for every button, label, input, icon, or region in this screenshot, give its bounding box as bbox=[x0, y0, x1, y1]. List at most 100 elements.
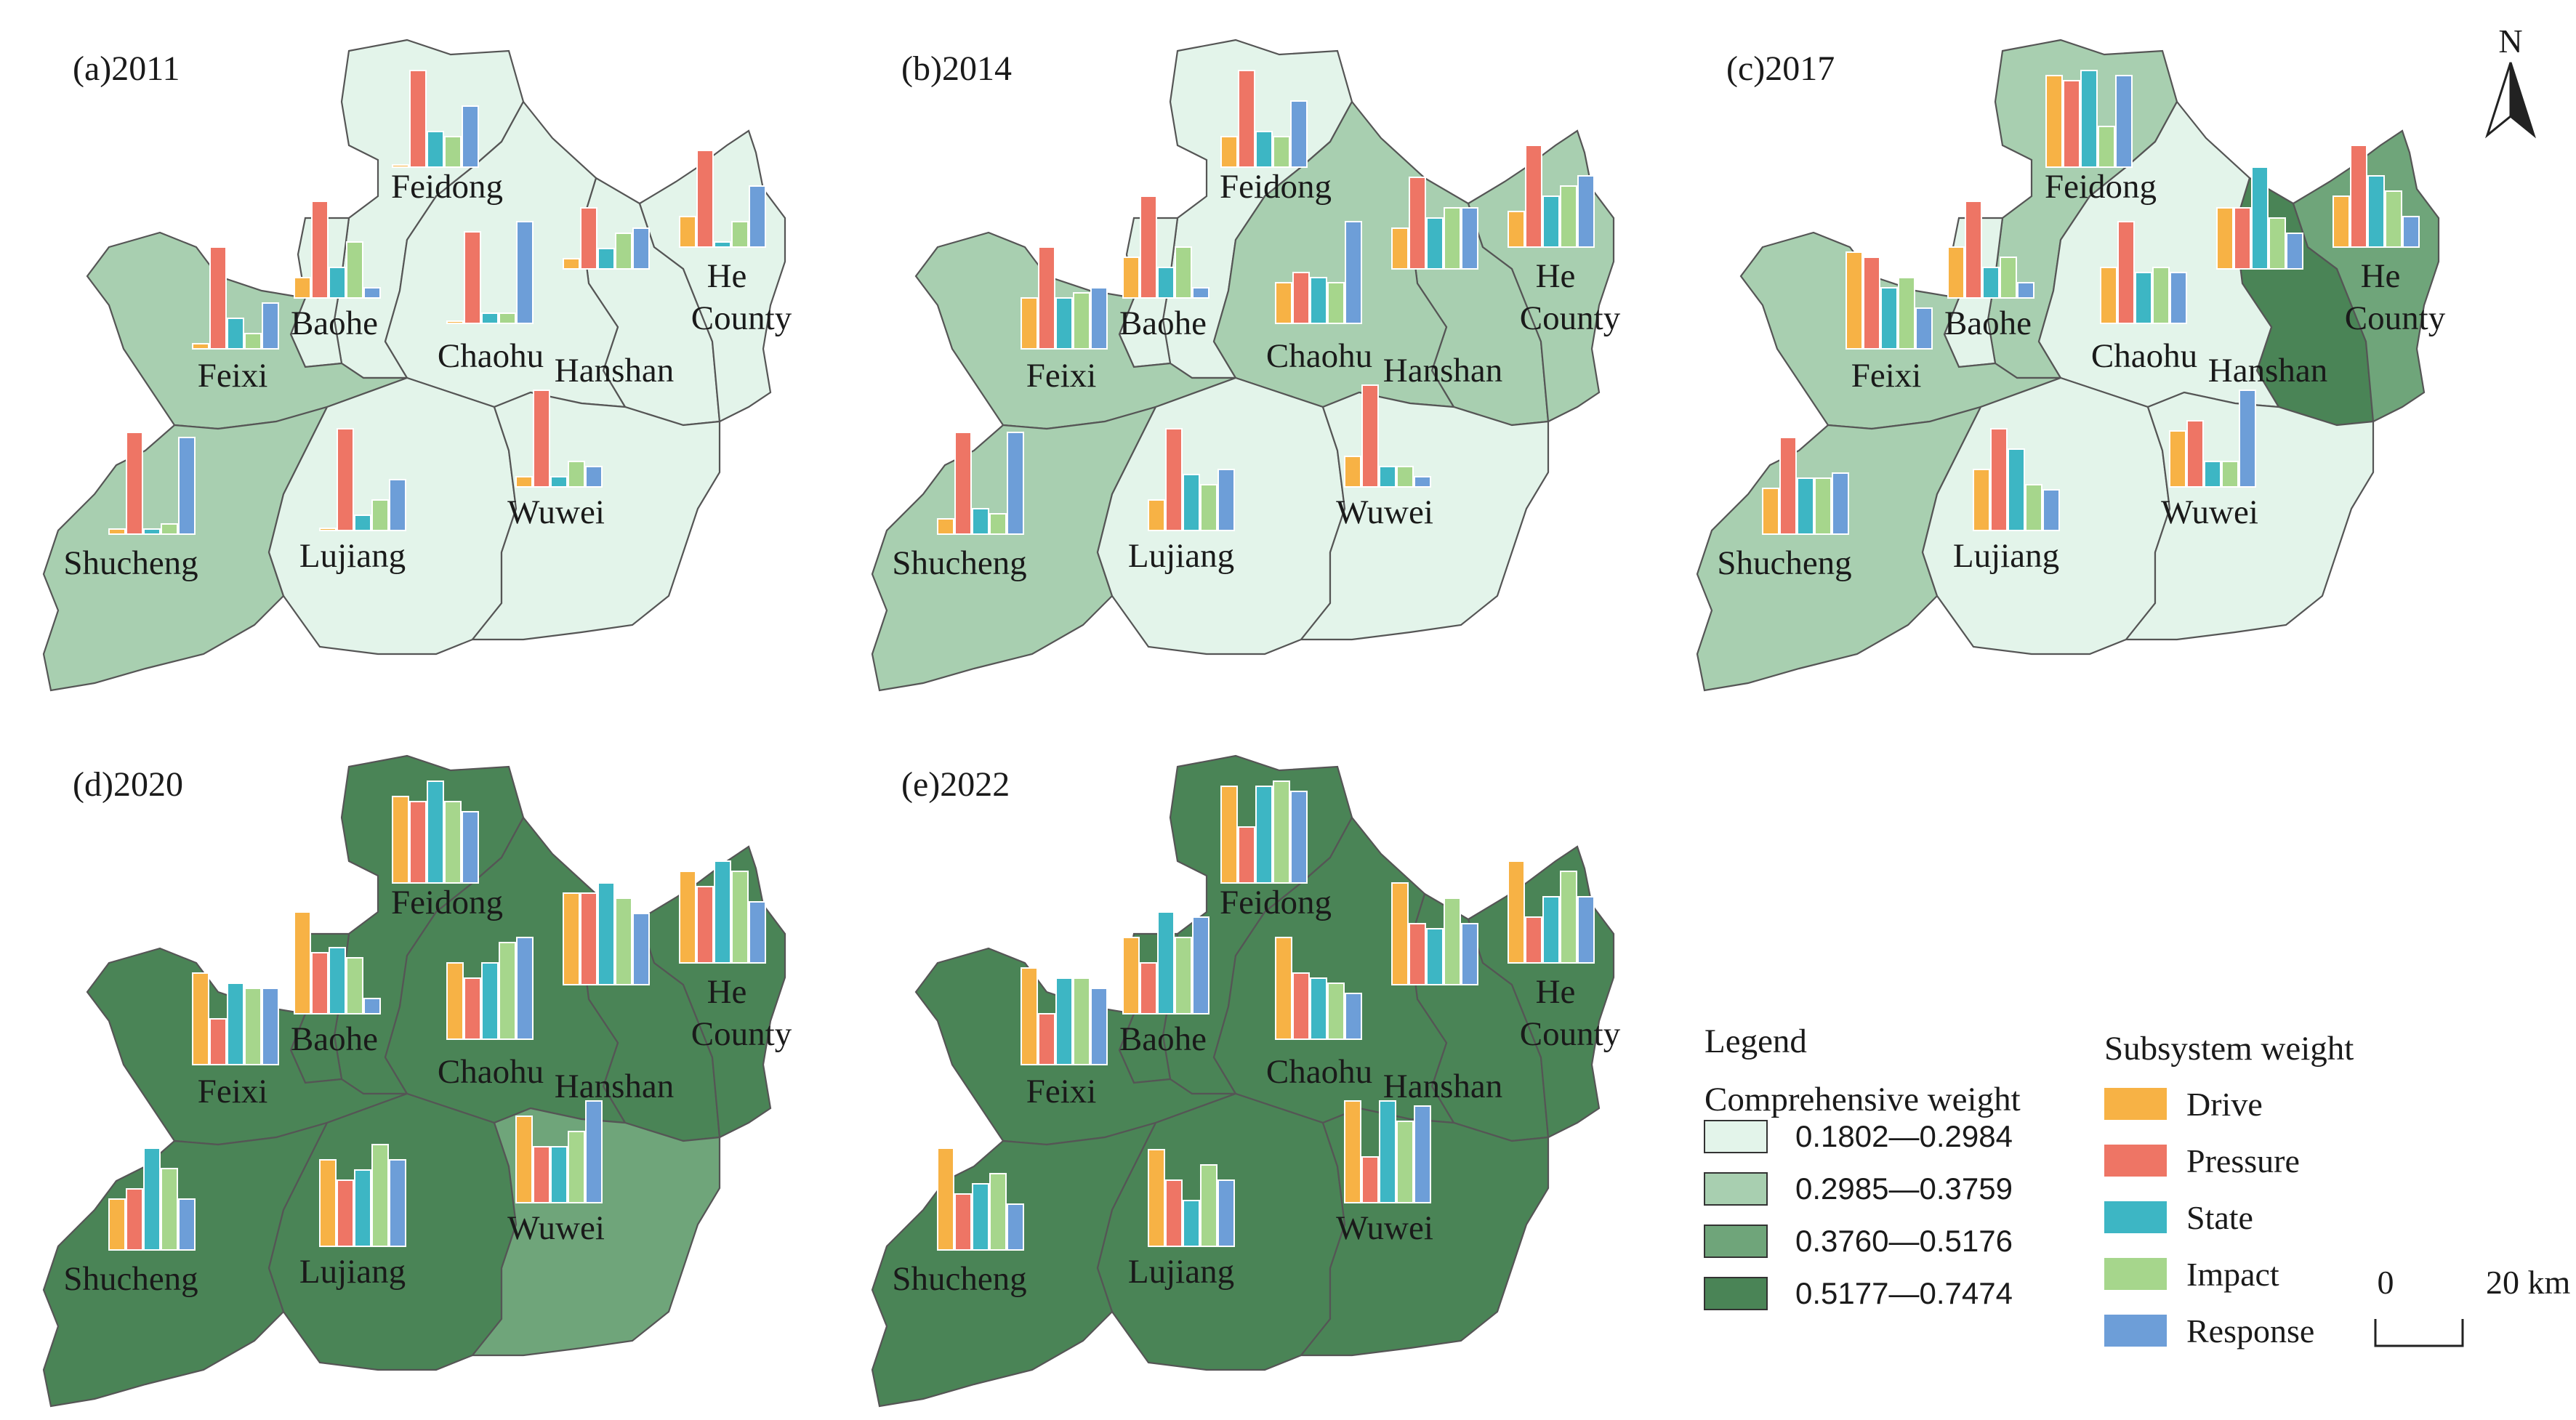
bar-pressure bbox=[1990, 428, 2008, 531]
county-label-wuwei: Wuwei bbox=[1336, 493, 1433, 531]
bar-pressure bbox=[1238, 70, 1255, 168]
bar-response bbox=[585, 466, 603, 488]
bar-pressure bbox=[209, 1018, 227, 1065]
bar-impact bbox=[1073, 292, 1090, 350]
bar-chart-feixi bbox=[1846, 251, 1933, 350]
county-label-shucheng: Shucheng bbox=[892, 1260, 1026, 1298]
bar-pressure bbox=[1292, 272, 1310, 324]
bar-state bbox=[143, 1147, 161, 1251]
bar-response bbox=[462, 811, 479, 884]
bar-state bbox=[1379, 466, 1396, 488]
bar-drive bbox=[1021, 967, 1038, 1065]
county-label-shucheng: Shucheng bbox=[1717, 544, 1851, 582]
bar-response bbox=[1192, 287, 1209, 299]
bar-impact bbox=[568, 461, 585, 488]
bar-drive bbox=[1947, 246, 1965, 299]
bar-drive bbox=[446, 962, 464, 1040]
bar-response bbox=[2042, 489, 2060, 531]
bar-state bbox=[1426, 217, 1444, 270]
bar-chart-hanshan bbox=[2216, 166, 2303, 270]
bar-drive bbox=[192, 972, 209, 1065]
bar-drive bbox=[192, 343, 209, 350]
bar-impact bbox=[161, 523, 178, 535]
bar-drive bbox=[108, 528, 126, 535]
bar-pressure bbox=[1140, 962, 1157, 1014]
bar-pressure bbox=[126, 432, 143, 535]
bar-chart-chaohu bbox=[446, 221, 534, 324]
bar-pressure bbox=[126, 1188, 143, 1251]
county-label-lujiang: Lujiang bbox=[299, 537, 406, 575]
bar-drive bbox=[679, 216, 696, 248]
bar-response bbox=[262, 302, 279, 350]
bar-state bbox=[714, 860, 731, 964]
class-legend-items: 0.1802—0.2984 0.2985—0.3759 0.3760—0.5176 0… bbox=[1704, 1119, 2013, 1310]
bar-chart-hanshan bbox=[563, 882, 650, 985]
bar-chart-feixi bbox=[1021, 246, 1108, 350]
bar-response bbox=[516, 937, 534, 1040]
county-label-hanshan: Hanshan bbox=[1383, 1068, 1502, 1105]
bar-chart-he-county bbox=[2333, 145, 2420, 248]
bar-impact bbox=[1073, 977, 1090, 1065]
bar-response bbox=[1345, 993, 1362, 1040]
bar-impact bbox=[731, 221, 749, 248]
bar-state bbox=[2251, 166, 2269, 270]
county-label-feixi: Feixi bbox=[198, 1073, 268, 1110]
bar-response bbox=[2402, 216, 2420, 248]
bar-state bbox=[1157, 267, 1175, 299]
bar-chart-feidong bbox=[392, 780, 479, 884]
county-label-feidong: Feidong bbox=[2045, 168, 2157, 206]
bar-state bbox=[427, 131, 444, 168]
bar-response bbox=[1090, 287, 1108, 350]
county-label-wuwei: Wuwei bbox=[507, 493, 605, 531]
county-label-feidong: Feidong bbox=[1220, 884, 1332, 921]
bar-impact bbox=[2221, 461, 2239, 488]
bar-impact bbox=[444, 136, 462, 168]
bar-pressure bbox=[2186, 420, 2204, 488]
county-label-baohe: Baohe bbox=[1119, 1020, 1207, 1058]
county-label-lujiang: Lujiang bbox=[1953, 537, 2059, 575]
bar-drive bbox=[294, 911, 311, 1014]
class-label-2: 0.2985—0.3759 bbox=[1795, 1171, 2013, 1206]
county-label-wuwei: Wuwei bbox=[507, 1209, 605, 1247]
county-label-feixi: Feixi bbox=[1026, 1073, 1097, 1110]
class-swatch-1 bbox=[1704, 1120, 1768, 1153]
class-label-1: 0.1802—0.2984 bbox=[1795, 1119, 2013, 1153]
bar-response bbox=[178, 1198, 196, 1251]
bar-drive bbox=[2169, 430, 2186, 488]
bar-drive bbox=[446, 320, 464, 324]
bar-response bbox=[1577, 175, 1595, 248]
bar-chart-wuwei bbox=[515, 390, 603, 488]
bar-impact bbox=[989, 1173, 1007, 1251]
bar-drive bbox=[1122, 257, 1140, 299]
bar-impact bbox=[2000, 257, 2017, 299]
subsystem-swatch-impact bbox=[2104, 1258, 2167, 1290]
bar-response bbox=[389, 479, 406, 531]
subsystem-label-state: State bbox=[2186, 1199, 2253, 1236]
county-label-feidong: Feidong bbox=[391, 884, 503, 921]
bar-response bbox=[632, 227, 650, 270]
bar-impact bbox=[499, 312, 516, 324]
bar-pressure bbox=[580, 207, 597, 270]
bar-pressure bbox=[1779, 437, 1797, 535]
bar-impact bbox=[244, 988, 262, 1065]
bar-pressure bbox=[954, 432, 972, 535]
bar-chart-shucheng bbox=[937, 1147, 1024, 1251]
bar-response bbox=[1345, 221, 1362, 324]
bar-state bbox=[1797, 477, 1814, 535]
bar-pressure bbox=[1140, 195, 1157, 299]
bar-response bbox=[1192, 916, 1209, 1014]
subsystem-label-drive: Drive bbox=[2186, 1086, 2263, 1123]
north-arrow: N bbox=[2485, 23, 2536, 139]
bar-impact bbox=[244, 333, 262, 350]
bar-chart-lujiang bbox=[1973, 428, 2060, 531]
panel-title: (b)2014 bbox=[901, 49, 1012, 88]
bar-chart-chaohu bbox=[446, 937, 534, 1040]
bar-chart-he-county bbox=[679, 150, 766, 248]
bar-drive bbox=[1220, 786, 1238, 884]
county-label-chaohu: Chaohu bbox=[1266, 1053, 1372, 1091]
bar-state bbox=[1055, 977, 1073, 1065]
panel-title: (a)2011 bbox=[73, 49, 180, 88]
bar-response bbox=[2286, 233, 2303, 270]
bar-drive bbox=[319, 1159, 337, 1247]
